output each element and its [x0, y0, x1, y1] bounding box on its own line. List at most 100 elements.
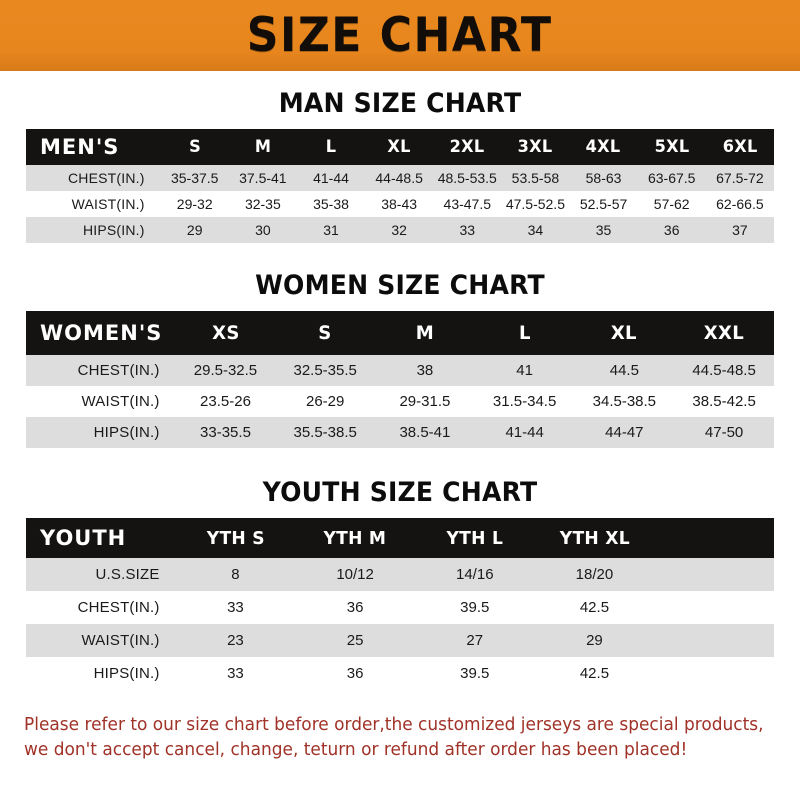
measurement-cell: 62-66.5 — [705, 191, 774, 217]
row-label: HIPS(IN.) — [26, 657, 176, 690]
measurement-cell: 39.5 — [414, 591, 535, 624]
measurement-cell: 29 — [534, 624, 655, 657]
column-header-xl: XL — [611, 322, 638, 344]
order-policy-line-1: Please refer to our size chart before or… — [24, 715, 764, 735]
measurement-cell: 34.5-38.5 — [574, 386, 675, 417]
size-chart-banner: SIZE CHART — [0, 0, 800, 71]
row-label: CHEST(IN.) — [26, 591, 176, 624]
table-row: CHEST(IN.) 35-37.5 37.5-41 41-44 44-48.5 48.5… — [26, 165, 774, 191]
table-header-row: YOUTH YTH S YTH M YTH L YTH XL — [26, 518, 774, 558]
table-row: CHEST(IN.) 33 36 39.5 42.5 — [26, 591, 774, 624]
measurement-cell: 30 — [228, 217, 297, 243]
measurement-cell: 18/20 — [534, 558, 655, 591]
measurement-cell: 27 — [414, 624, 535, 657]
column-header-6xl: 6XL — [722, 137, 758, 157]
measurement-cell: 67.5-72 — [705, 165, 774, 191]
order-policy-line-2: we don't accept cancel, change, teturn o… — [24, 740, 688, 761]
row-label: WAIST(IN.) — [26, 386, 176, 417]
youth-table-body: YOUTH YTH S YTH M YTH L YTH XL U.S.SIZE 8 10/1… — [26, 518, 774, 690]
table-bottom-strip — [26, 690, 774, 697]
measurement-cell: 44-47 — [574, 417, 675, 448]
column-header-yth-xl: YTH XL — [559, 527, 630, 549]
column-header-l: L — [518, 322, 531, 344]
women-section-title: WOMEN SIZE CHART — [255, 270, 545, 301]
measurement-cell: 39.5 — [414, 657, 535, 690]
column-header-m: M — [254, 137, 272, 157]
column-header-empty — [657, 518, 772, 558]
measurement-cell: 36 — [295, 591, 415, 624]
youth-size-table: YOUTH YTH S YTH M YTH L YTH XL U.S.SIZE 8 10/1… — [26, 518, 774, 690]
table-row: U.S.SIZE 8 10/12 14/16 18/20 — [26, 558, 774, 591]
measurement-cell: 32-35 — [228, 191, 297, 217]
measurement-cell: 31.5-34.5 — [474, 386, 575, 417]
measurement-cell: 53.5-58 — [501, 165, 570, 191]
women-table-corner-label: WOMEN'S — [40, 321, 163, 345]
measurement-cell: 38 — [375, 355, 475, 386]
youth-size-table-wrapper: YOUTH YTH S YTH M YTH L YTH XL U.S.SIZE 8 10/1… — [26, 518, 774, 697]
table-header-row: WOMEN'S XS S M L XL XXL — [26, 311, 774, 355]
measurement-cell: 29 — [160, 217, 229, 243]
measurement-cell: 38.5-42.5 — [674, 386, 774, 417]
measurement-cell: 41 — [474, 355, 575, 386]
measurement-cell: 41-44 — [296, 165, 366, 191]
measurement-cell: 43-47.5 — [433, 191, 502, 217]
measurement-cell: 33-35.5 — [175, 417, 276, 448]
column-header-5xl: 5XL — [654, 137, 690, 157]
man-table-body: MEN'S S M L XL 2XL 3XL 4XL 5XL 6XL CHEST(IN.) 35-3… — [26, 129, 774, 243]
measurement-cell: 42.5 — [534, 591, 655, 624]
measurement-cell: 26-29 — [275, 386, 376, 417]
measurement-cell: 35 — [569, 217, 638, 243]
measurement-cell — [654, 657, 774, 690]
measurement-cell: 31 — [296, 217, 366, 243]
measurement-cell: 8 — [175, 558, 296, 591]
youth-section-title: YOUTH SIZE CHART — [262, 477, 538, 508]
measurement-cell: 33 — [175, 591, 296, 624]
measurement-cell: 42.5 — [534, 657, 655, 690]
column-header-l: L — [325, 137, 337, 157]
row-label: CHEST(IN.) — [26, 165, 161, 191]
column-header-m: M — [415, 322, 435, 344]
row-label: WAIST(IN.) — [26, 191, 161, 217]
measurement-cell: 35-38 — [296, 191, 366, 217]
column-header-yth-m: YTH M — [323, 527, 387, 549]
row-label: U.S.SIZE — [26, 558, 176, 591]
table-row: WAIST(IN.) 23.5-26 26-29 29-31.5 31.5-34.5 34… — [26, 386, 774, 417]
measurement-cell: 14/16 — [414, 558, 535, 591]
page-title: SIZE CHART — [247, 7, 553, 63]
row-label: HIPS(IN.) — [26, 417, 176, 448]
measurement-cell: 52.5-57 — [569, 191, 638, 217]
table-header-row: MEN'S S M L XL 2XL 3XL 4XL 5XL 6XL — [26, 129, 774, 165]
measurement-cell — [654, 624, 774, 657]
column-header-3xl: 3XL — [517, 137, 553, 157]
table-bottom-strip — [26, 243, 774, 250]
measurement-cell: 44.5-48.5 — [674, 355, 774, 386]
measurement-cell: 29.5-32.5 — [175, 355, 276, 386]
row-label: WAIST(IN.) — [26, 624, 176, 657]
column-header-4xl: 4XL — [586, 137, 621, 157]
measurement-cell: 48.5-53.5 — [433, 165, 502, 191]
measurement-cell: 36 — [295, 657, 415, 690]
measurement-cell: 38.5-41 — [375, 417, 475, 448]
measurement-cell: 44.5 — [574, 355, 675, 386]
measurement-cell: 37.5-41 — [228, 165, 297, 191]
man-size-table-wrapper: MEN'S S M L XL 2XL 3XL 4XL 5XL 6XL CHEST(IN.) 35-3… — [26, 129, 774, 250]
table-row: WAIST(IN.) 29-32 32-35 35-38 38-43 43-47.5 47.… — [26, 191, 774, 217]
order-policy-note: Please refer to our size chart before or… — [24, 713, 764, 764]
row-label: HIPS(IN.) — [26, 217, 161, 243]
table-row: HIPS(IN.) 33 36 39.5 42.5 — [26, 657, 774, 690]
measurement-cell: 35-37.5 — [160, 165, 229, 191]
measurement-cell — [654, 558, 774, 591]
measurement-cell: 47-50 — [674, 417, 774, 448]
measurement-cell: 25 — [295, 624, 415, 657]
women-size-table-wrapper: WOMEN'S XS S M L XL XXL CHEST(IN.) 29.5-32.5 32.… — [26, 311, 774, 455]
column-header-yth-s: YTH S — [206, 527, 265, 549]
column-header-s: S — [318, 322, 332, 344]
women-table-body: WOMEN'S XS S M L XL XXL CHEST(IN.) 29.5-32.5 32.… — [26, 311, 774, 448]
column-header-s: S — [188, 137, 201, 157]
measurement-cell: 34 — [501, 217, 570, 243]
measurement-cell: 41-44 — [474, 417, 575, 448]
measurement-cell: 33 — [175, 657, 296, 690]
table-row: WAIST(IN.) 23 25 27 29 — [26, 624, 774, 657]
measurement-cell: 29-32 — [160, 191, 229, 217]
table-row: HIPS(IN.) 29 30 31 32 33 34 35 36 37 — [26, 217, 774, 243]
